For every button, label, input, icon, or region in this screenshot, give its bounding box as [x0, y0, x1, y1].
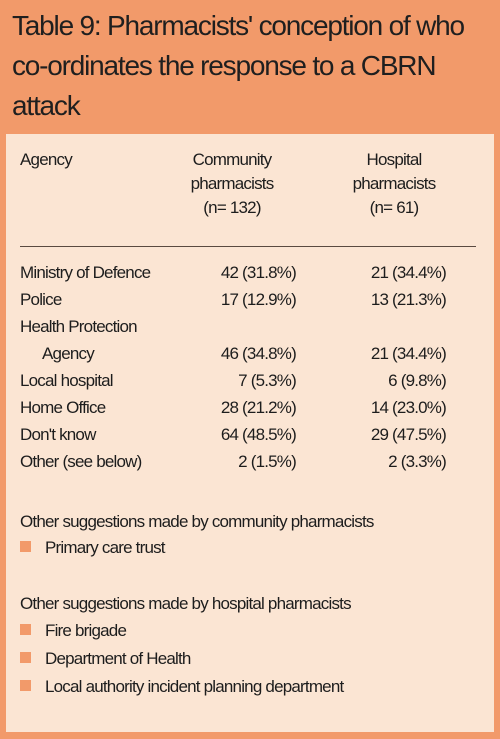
- row-community-value: 7 (5.3%): [238, 371, 297, 390]
- community-suggestions-heading: Other suggestions made by community phar…: [20, 512, 374, 531]
- header-community-line: Community: [192, 150, 273, 169]
- row-community-value: 64 (48.5%): [220, 425, 297, 444]
- row-agency: Local hospital: [20, 371, 114, 390]
- row-hospital-value: 21 (34.4%): [370, 263, 447, 282]
- table-header: Agency Community pharmacists (n= 132) Ho…: [6, 148, 494, 234]
- header-community: Community pharmacists (n= 132): [171, 148, 293, 220]
- table-row: Police 17 (12.9%) 13 (21.3%): [6, 286, 494, 313]
- row-agency: Don't know: [20, 425, 96, 444]
- table-row: Other (see below) 2 (1.5%) 2 (3.3%): [6, 448, 494, 475]
- row-hospital-value: 29 (47.5%): [370, 425, 447, 444]
- header-community-line: pharmacists: [190, 174, 275, 193]
- list-item-label: Local authority incident planning depart…: [45, 677, 344, 696]
- row-agency: Police: [20, 290, 62, 309]
- list-item-label: Primary care trust: [45, 538, 166, 557]
- row-agency: Ministry of Defence: [20, 263, 151, 282]
- table-title: Table 9: Pharmacists' conception of who …: [12, 10, 465, 121]
- list-item: Department of Health: [20, 647, 191, 671]
- table-body: Ministry of Defence 42 (31.8%) 21 (34.4%…: [6, 259, 494, 475]
- header-agency: Agency: [20, 150, 73, 169]
- row-community-value: 42 (31.8%): [220, 263, 297, 282]
- header-hospital: Hospital pharmacists (n= 61): [334, 148, 454, 220]
- table-row: Local hospital 7 (5.3%) 6 (9.8%): [6, 367, 494, 394]
- list-item-label: Fire brigade: [45, 621, 127, 640]
- row-hospital-value: 14 (23.0%): [370, 398, 447, 417]
- row-agency: Other (see below): [20, 452, 142, 471]
- table-row: Home Office 28 (21.2%) 14 (23.0%): [6, 394, 494, 421]
- header-community-line: (n= 132): [203, 198, 261, 217]
- hospital-suggestions-heading: Other suggestions made by hospital pharm…: [20, 594, 352, 613]
- header-hospital-line: pharmacists: [352, 174, 437, 193]
- bullet-square-icon: [20, 652, 31, 664]
- list-item-label: Department of Health: [45, 649, 191, 668]
- row-community-value: 46 (34.8%): [220, 344, 297, 363]
- row-hospital-value: 21 (34.4%): [370, 344, 447, 363]
- bullet-square-icon: [20, 624, 31, 636]
- table-row: Ministry of Defence 42 (31.8%) 21 (34.4%…: [6, 259, 494, 286]
- header-divider: [20, 246, 476, 247]
- bullet-square-icon: [20, 680, 31, 692]
- list-item: Fire brigade: [20, 619, 127, 643]
- table-row: Agency 46 (34.8%) 21 (34.4%): [6, 340, 494, 367]
- row-agency: Health Protection: [20, 317, 138, 336]
- table-row: Don't know 64 (48.5%) 29 (47.5%): [6, 421, 494, 448]
- row-agency: Home Office: [20, 398, 106, 417]
- header-hospital-line: (n= 61): [369, 198, 420, 217]
- bullet-square-icon: [20, 541, 31, 553]
- list-item: Primary care trust: [20, 536, 166, 560]
- row-agency: Agency: [42, 344, 95, 363]
- row-hospital-value: 6 (9.8%): [388, 371, 447, 390]
- list-item: Local authority incident planning depart…: [20, 675, 344, 699]
- header-hospital-line: Hospital: [366, 150, 422, 169]
- table-row: Health Protection: [6, 313, 494, 340]
- row-community-value: 28 (21.2%): [220, 398, 297, 417]
- row-community-value: 17 (12.9%): [220, 290, 297, 309]
- row-community-value: 2 (1.5%): [238, 452, 297, 471]
- table-content: Agency Community pharmacists (n= 132) Ho…: [6, 134, 494, 732]
- row-hospital-value: 13 (21.3%): [370, 290, 447, 309]
- row-hospital-value: 2 (3.3%): [388, 452, 447, 471]
